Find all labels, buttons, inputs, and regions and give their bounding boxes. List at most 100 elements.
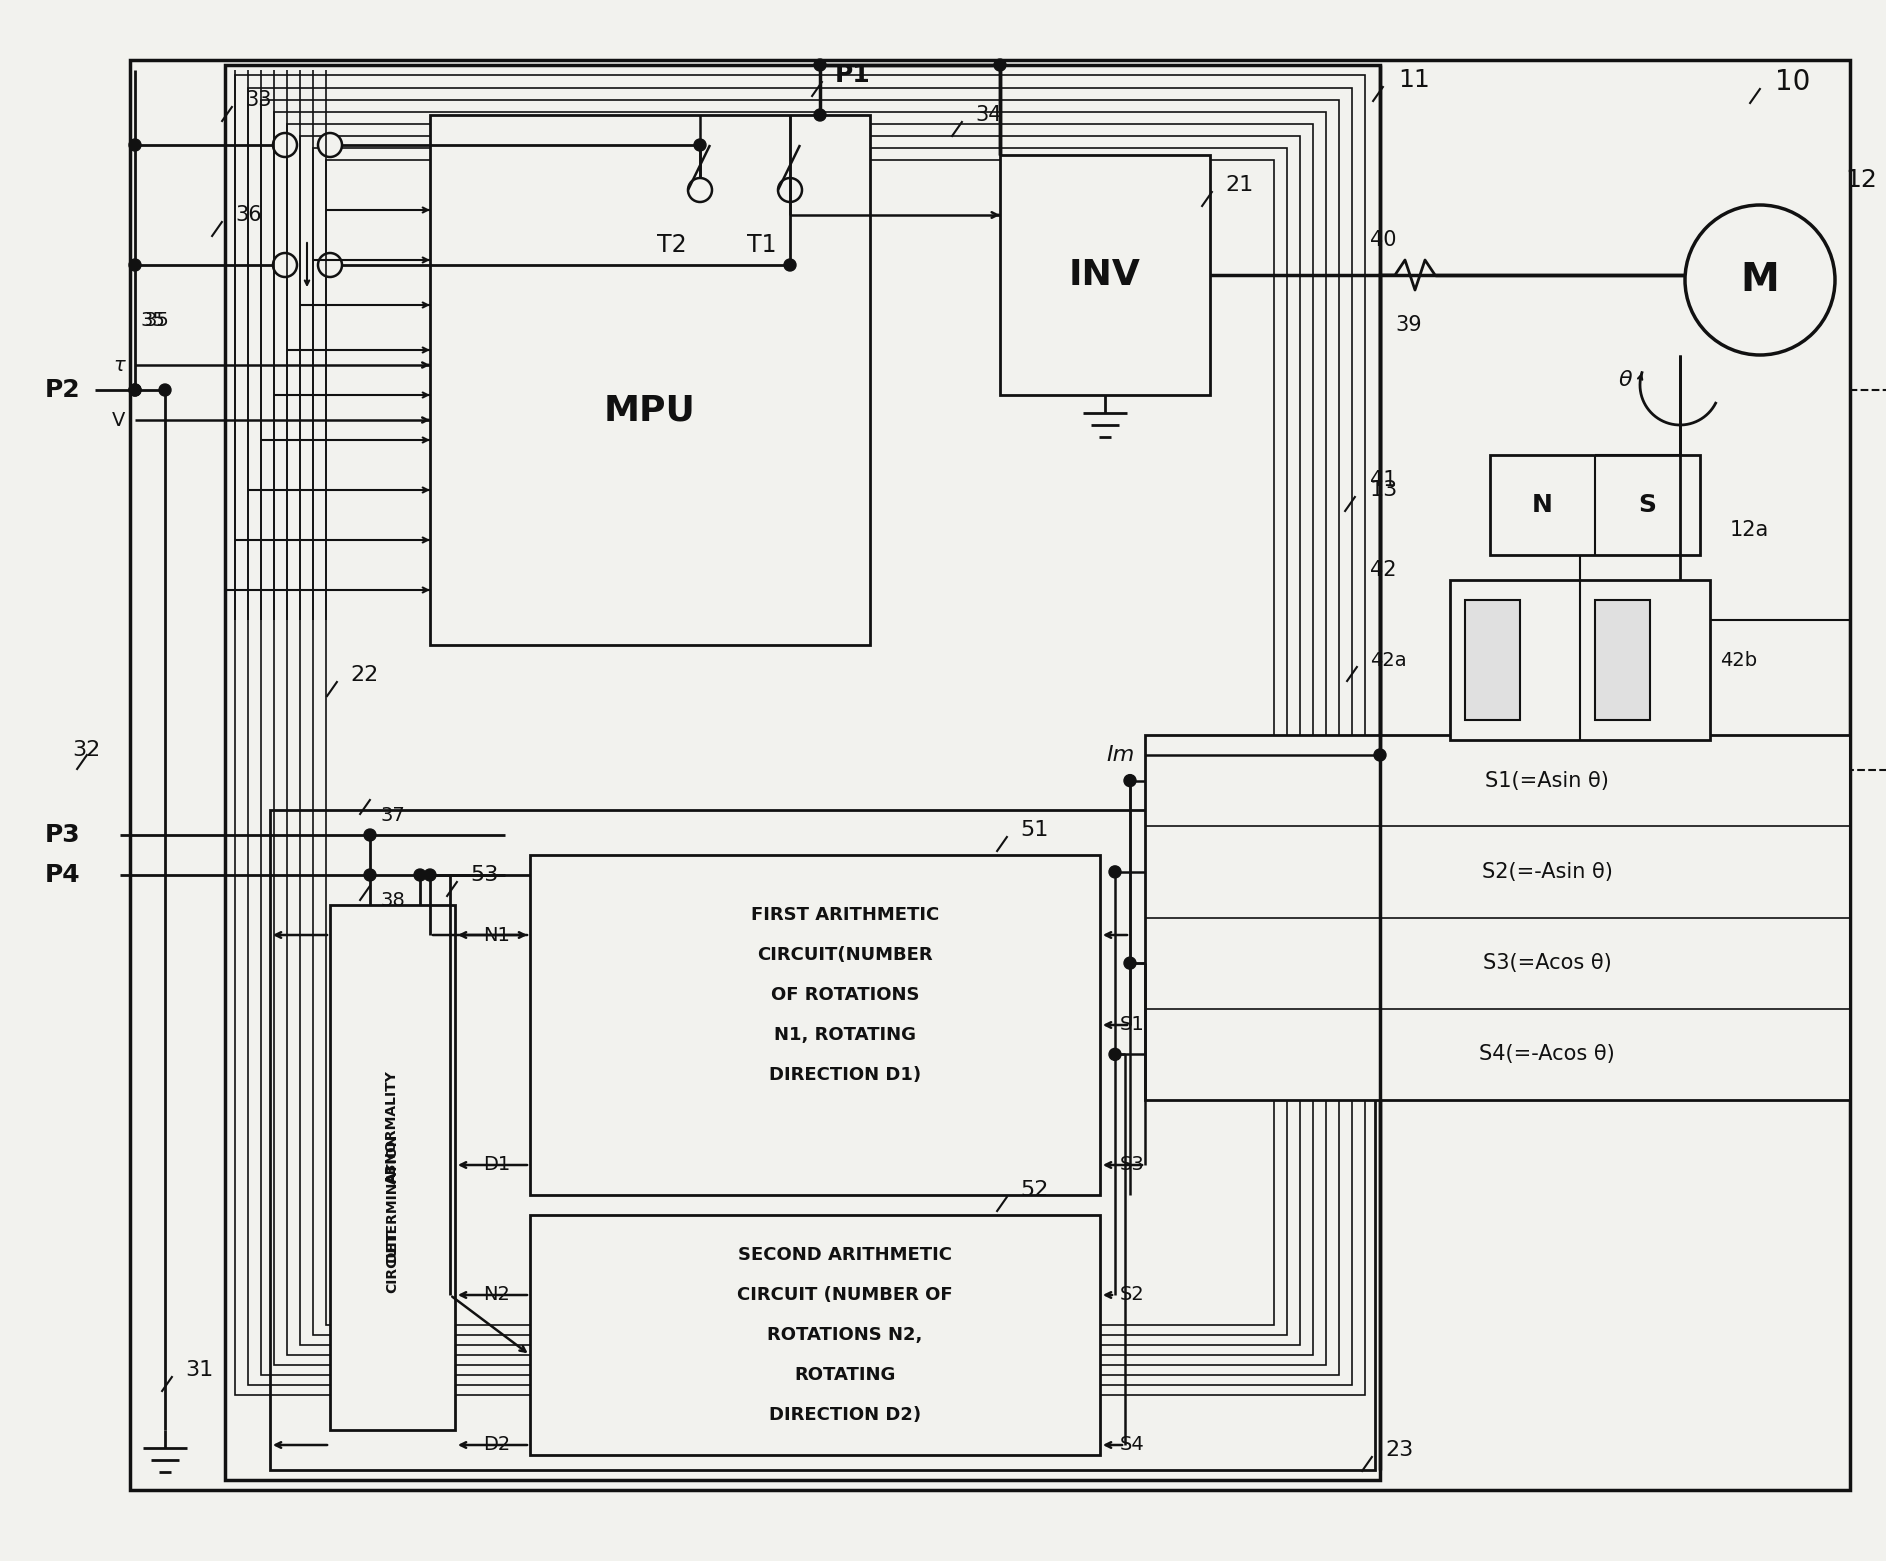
Text: T2: T2 (656, 233, 687, 258)
Text: 52: 52 (1020, 1180, 1049, 1200)
Text: N1: N1 (483, 926, 509, 944)
Circle shape (273, 253, 296, 276)
Text: 37: 37 (379, 805, 405, 824)
Text: P3: P3 (45, 823, 81, 848)
Text: 21: 21 (1226, 175, 1254, 195)
Bar (287, 123, 1313, 1355)
Text: τ: τ (113, 356, 124, 375)
Circle shape (688, 178, 713, 201)
Text: CIRCUIT(NUMBER: CIRCUIT(NUMBER (756, 946, 934, 965)
Circle shape (994, 59, 1005, 70)
Text: ABNORMALITY: ABNORMALITY (385, 1069, 400, 1183)
Bar (530, 1214, 1100, 1455)
Circle shape (779, 178, 802, 201)
Text: MPU: MPU (604, 393, 696, 428)
Text: 12: 12 (1845, 169, 1877, 192)
Text: DIRECTION D1): DIRECTION D1) (769, 1066, 920, 1083)
Bar (247, 87, 1352, 1385)
Bar (1145, 735, 1850, 1101)
Text: S4(=-Acos θ): S4(=-Acos θ) (1479, 1044, 1614, 1065)
Circle shape (128, 384, 141, 396)
Text: 32: 32 (72, 740, 100, 760)
Circle shape (158, 384, 172, 396)
Text: 39: 39 (1396, 315, 1422, 336)
Bar (1000, 155, 1211, 395)
Text: 35: 35 (145, 311, 170, 329)
Text: N2: N2 (483, 1286, 509, 1305)
Circle shape (815, 59, 826, 70)
Text: P4: P4 (45, 863, 81, 887)
Text: N1, ROTATING: N1, ROTATING (773, 1026, 917, 1044)
Text: Im: Im (1107, 745, 1135, 765)
Circle shape (319, 133, 341, 158)
Text: 41: 41 (1369, 470, 1396, 490)
Bar (270, 810, 1375, 1470)
Text: DETERMINATION: DETERMINATION (385, 1132, 400, 1261)
Text: 36: 36 (236, 204, 262, 225)
Circle shape (1124, 774, 1135, 787)
Circle shape (1684, 204, 1835, 354)
Bar (1450, 581, 1711, 740)
Text: 42: 42 (1369, 560, 1396, 581)
Text: INV: INV (1069, 258, 1141, 292)
Text: 31: 31 (185, 1360, 213, 1380)
Circle shape (415, 869, 426, 880)
Bar (260, 100, 1339, 1375)
Text: 12a: 12a (1729, 520, 1769, 540)
Text: 11: 11 (1398, 69, 1430, 92)
Bar (530, 855, 1100, 1196)
Text: S1: S1 (1120, 1016, 1145, 1035)
Text: P2: P2 (45, 378, 81, 403)
Text: CIRCUIT (NUMBER OF: CIRCUIT (NUMBER OF (737, 1286, 952, 1303)
Text: FIRST ARITHMETIC: FIRST ARITHMETIC (751, 905, 939, 924)
Circle shape (424, 869, 436, 880)
Circle shape (128, 384, 141, 396)
Bar (300, 136, 1299, 1346)
Text: ROTATING: ROTATING (794, 1366, 896, 1385)
Text: 42b: 42b (1720, 651, 1758, 670)
Text: D2: D2 (483, 1436, 509, 1455)
Text: 42a: 42a (1369, 651, 1407, 670)
Bar (236, 75, 1365, 1396)
Text: 35: 35 (140, 311, 164, 329)
Bar (273, 112, 1326, 1364)
Circle shape (785, 259, 796, 272)
Text: 13: 13 (1369, 479, 1398, 500)
Text: θ: θ (1618, 370, 1631, 390)
Bar (1490, 454, 1699, 556)
Circle shape (319, 253, 341, 276)
Text: V: V (111, 411, 124, 429)
Bar (1465, 599, 1520, 720)
Text: S: S (1639, 493, 1656, 517)
Text: 51: 51 (1020, 820, 1049, 840)
Text: M: M (1741, 261, 1778, 300)
Circle shape (694, 139, 705, 151)
Bar (1430, 390, 1886, 770)
Circle shape (128, 139, 141, 151)
Text: S4: S4 (1120, 1436, 1145, 1455)
Text: ROTATIONS N2,: ROTATIONS N2, (768, 1325, 922, 1344)
Text: 33: 33 (245, 91, 272, 109)
Circle shape (273, 133, 296, 158)
Circle shape (1109, 1049, 1120, 1060)
Circle shape (815, 109, 826, 122)
Circle shape (1375, 749, 1386, 762)
Text: OF ROTATIONS: OF ROTATIONS (771, 987, 918, 1004)
Bar (313, 148, 1286, 1335)
Text: CIRCUIT: CIRCUIT (385, 1230, 400, 1293)
Bar (330, 905, 455, 1430)
Text: 22: 22 (351, 665, 379, 685)
Text: P1: P1 (835, 62, 871, 87)
Bar (224, 66, 1381, 1480)
Circle shape (364, 829, 375, 841)
Text: SECOND ARITHMETIC: SECOND ARITHMETIC (737, 1246, 952, 1264)
Text: 10: 10 (1775, 69, 1811, 95)
Text: 38: 38 (379, 890, 405, 910)
Circle shape (1109, 866, 1120, 877)
Text: 53: 53 (470, 865, 498, 885)
Bar (1596, 599, 1650, 720)
Text: T1: T1 (747, 233, 777, 258)
Text: S3: S3 (1120, 1155, 1145, 1174)
Text: N: N (1531, 493, 1552, 517)
Text: D1: D1 (483, 1155, 509, 1174)
